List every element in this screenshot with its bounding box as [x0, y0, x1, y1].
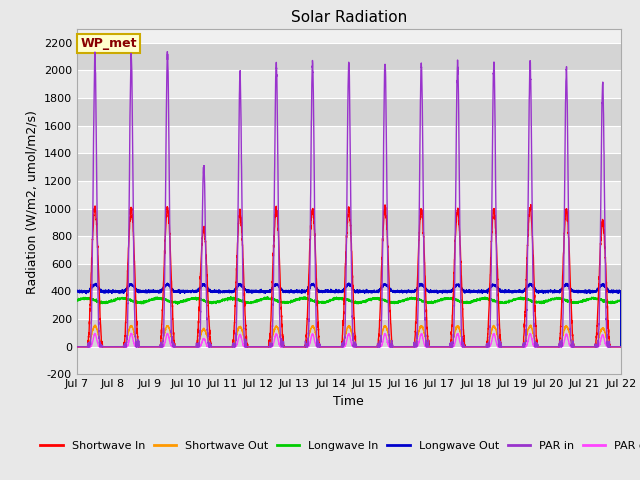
Bar	[77, 98, 621, 126]
Bar	[77, 43, 621, 70]
Bar	[77, 347, 621, 374]
Text: WP_met: WP_met	[81, 37, 137, 50]
Bar	[77, 126, 621, 153]
Title: Solar Radiation: Solar Radiation	[291, 10, 407, 25]
Bar	[77, 208, 621, 236]
Bar	[77, 153, 621, 181]
Bar	[77, 236, 621, 264]
Y-axis label: Radiation (W/m2, umol/m2/s): Radiation (W/m2, umol/m2/s)	[25, 109, 38, 294]
Bar	[77, 181, 621, 208]
X-axis label: Time: Time	[333, 395, 364, 408]
Bar	[77, 70, 621, 98]
Legend: Shortwave In, Shortwave Out, Longwave In, Longwave Out, PAR in, PAR out: Shortwave In, Shortwave Out, Longwave In…	[36, 436, 640, 455]
Bar	[77, 319, 621, 347]
Bar	[77, 291, 621, 319]
Bar	[77, 264, 621, 291]
